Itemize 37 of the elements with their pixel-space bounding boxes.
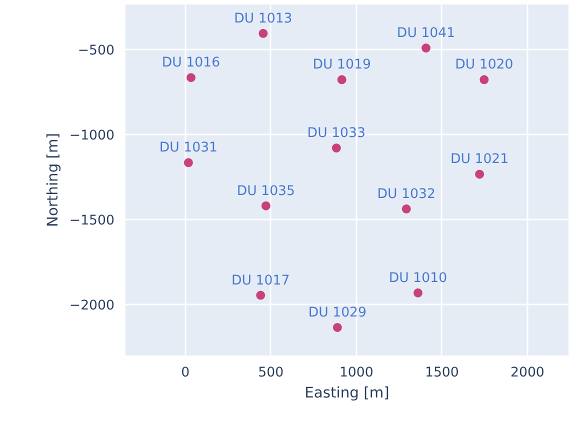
point	[186, 73, 196, 82]
x-tick-label: 1000	[339, 366, 374, 380]
point	[332, 144, 341, 153]
y-tick-label: −1000	[69, 128, 115, 144]
point	[256, 290, 266, 300]
point	[475, 170, 484, 179]
x-tick-label: 2000	[510, 366, 544, 380]
point	[337, 75, 346, 84]
annotation: DU 1029	[308, 305, 367, 320]
y-tick-label: −500	[78, 43, 115, 58]
point	[184, 158, 193, 168]
point	[402, 204, 411, 214]
x-tick-label: 500	[258, 366, 284, 380]
y-tick-label: −1500	[69, 213, 115, 228]
y-axis-title: Northing [m]	[44, 132, 62, 228]
annotation: DU 1019	[312, 58, 371, 73]
annotation: DU 1010	[388, 270, 448, 286]
annotation: DU 1035	[236, 184, 296, 199]
y-tick-label: −2000	[69, 298, 115, 314]
annotation: DU 1013	[234, 11, 292, 26]
annotation: DU 1032	[377, 186, 436, 202]
annotation: DU 1020	[455, 58, 514, 73]
point	[422, 44, 431, 53]
annotation: DU 1017	[232, 273, 290, 288]
annotation: DU 1031	[159, 140, 218, 156]
annotation: DU 1033	[307, 126, 366, 142]
x-tick-label: 0	[181, 366, 190, 380]
x-axis-title: Easting [m]	[304, 384, 390, 402]
point	[332, 322, 342, 332]
annotation: DU 1041	[396, 26, 456, 42]
annotation: DU 1021	[450, 152, 509, 168]
point	[261, 201, 270, 210]
point	[413, 288, 422, 298]
annotation: DU 1016	[162, 56, 220, 71]
x-tick-label: 1500	[424, 366, 459, 380]
point	[258, 28, 268, 38]
point	[480, 75, 489, 84]
